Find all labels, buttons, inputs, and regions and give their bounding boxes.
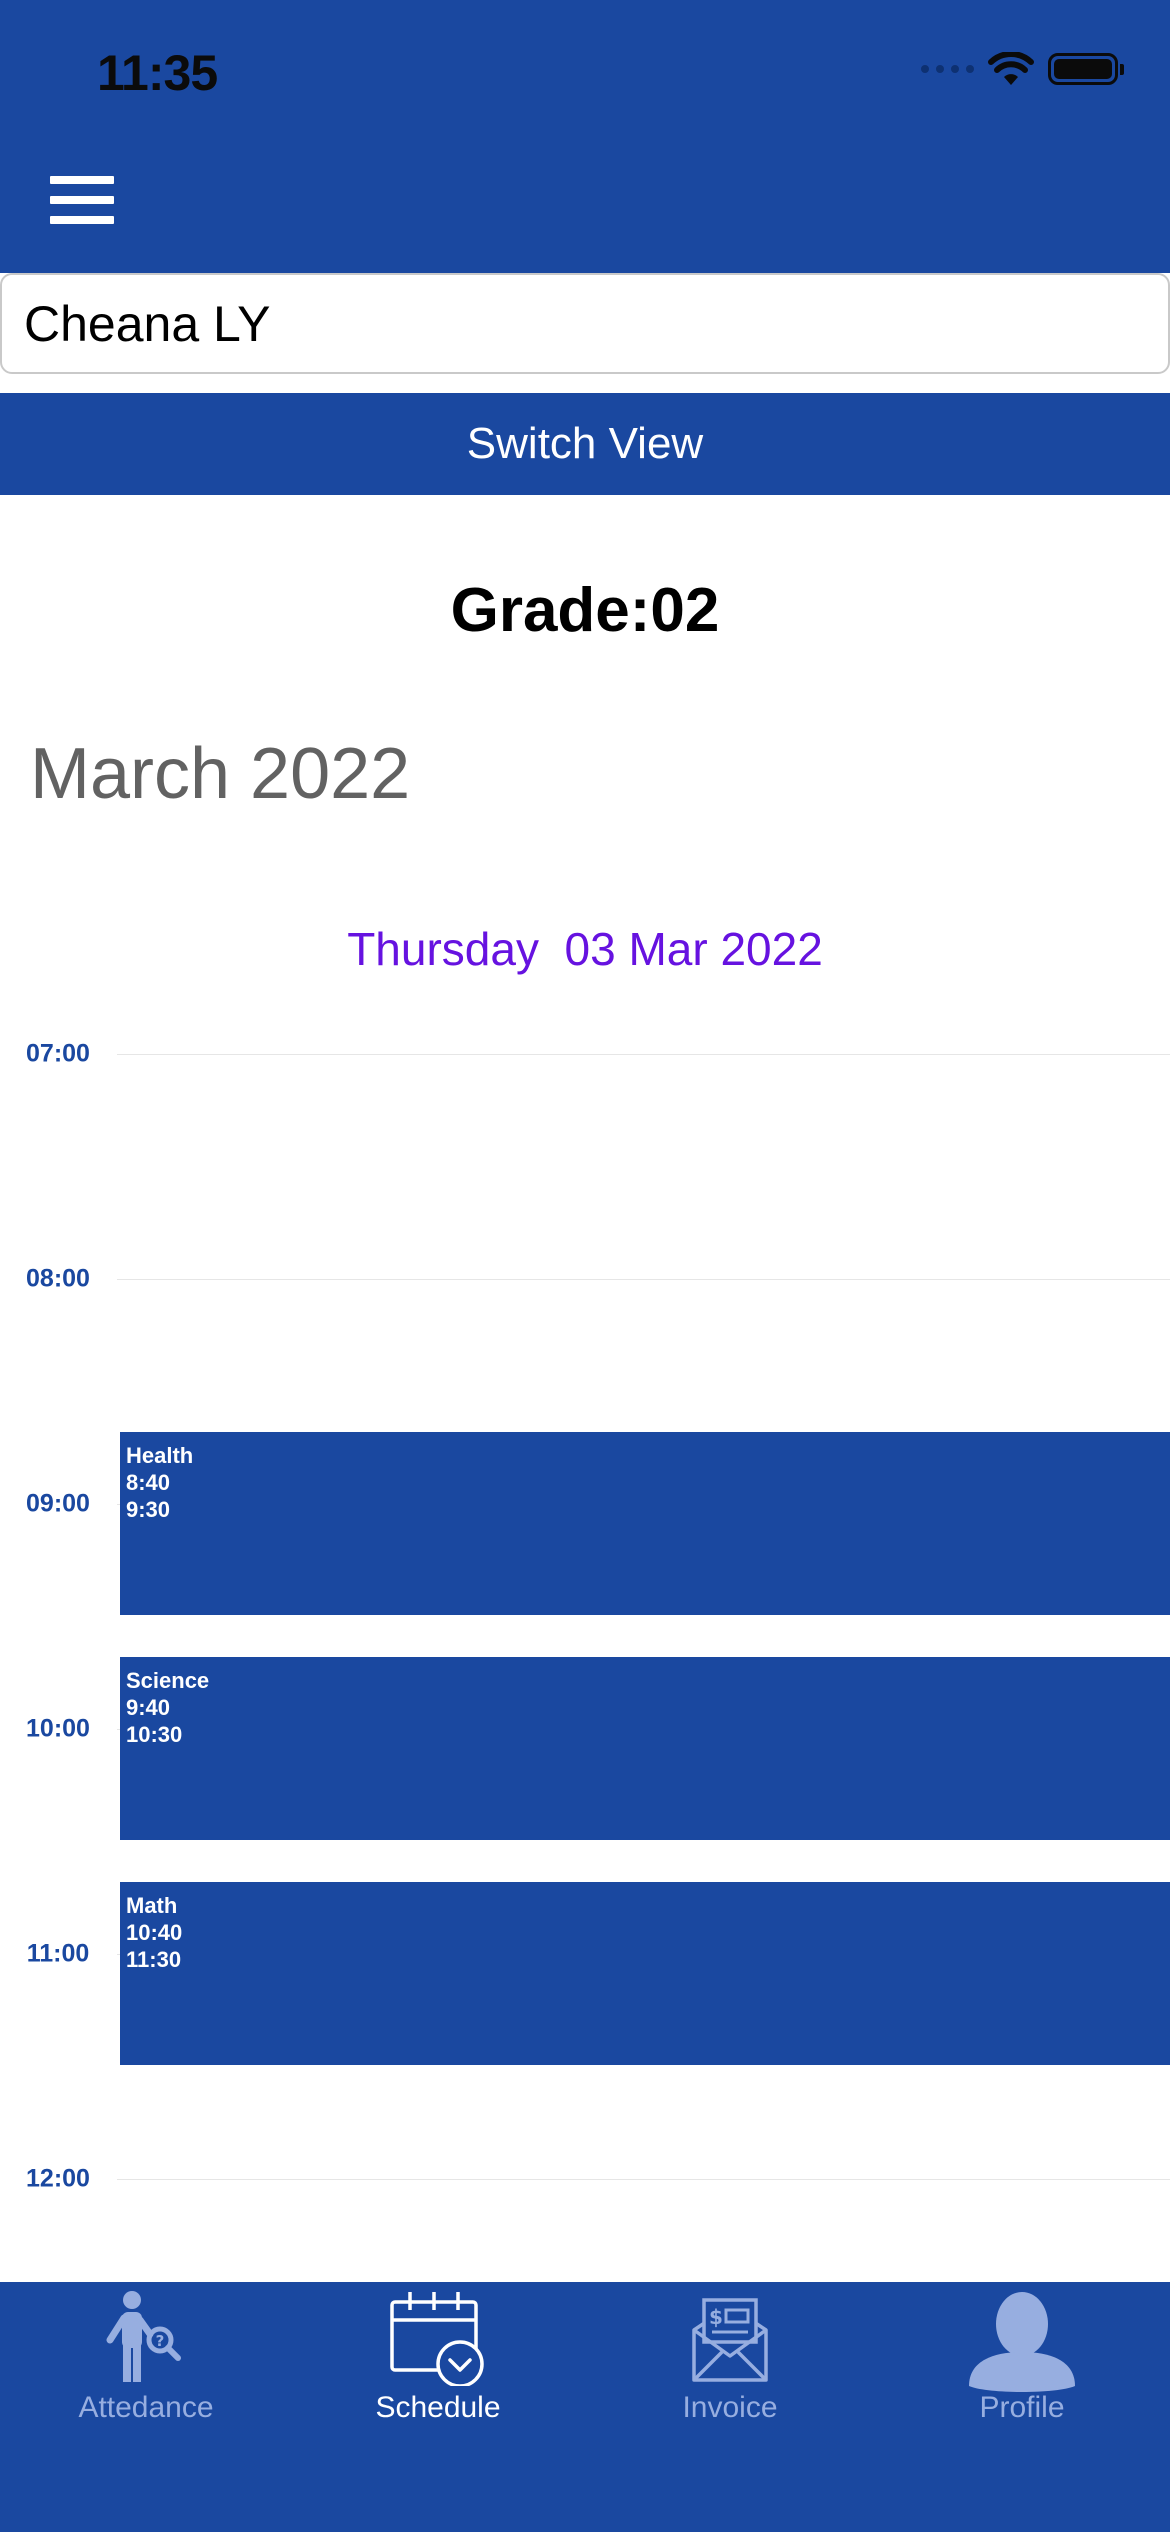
svg-text:?: ? [156, 2332, 165, 2350]
attendance-icon: ? [106, 2291, 181, 2382]
invoice-envelope-icon: $ [692, 2298, 768, 2382]
event-start: 10:40 [126, 1920, 183, 1945]
hour-line [117, 1279, 1170, 1280]
tab-profile[interactable]: Profile [876, 2282, 1168, 2432]
battery-icon [1048, 53, 1124, 85]
event-subject: Math [126, 1893, 178, 1918]
tab-label: Profile [979, 2391, 1065, 2424]
event-subject: Health [126, 1443, 194, 1468]
svg-text:$: $ [709, 2305, 723, 2329]
hour-label: 08:00 [26, 1264, 90, 1293]
day-timeline[interactable]: 07:00 08:00 09:00 10:00 11:00 12:00 Heal… [0, 1000, 1170, 2280]
event-end: 11:30 [126, 1947, 182, 1972]
event-start: 8:40 [126, 1470, 171, 1495]
tab-label: Attedance [78, 2391, 214, 2424]
calendar-clock-icon [390, 2292, 484, 2386]
hour-label: 12:00 [26, 2164, 90, 2193]
event-subject: Science [126, 1668, 210, 1693]
hour-label: 11:00 [26, 1939, 90, 1968]
event-end: 9:30 [126, 1497, 171, 1522]
event-start: 9:40 [126, 1695, 171, 1720]
student-selector[interactable]: Cheana LY [0, 273, 1170, 374]
app-header: 11:35 [0, 0, 1170, 273]
hour-label: 09:00 [26, 1489, 90, 1518]
status-time: 11:35 [97, 45, 218, 101]
hour-label: 07:00 [26, 1039, 90, 1068]
hamburger-menu-icon[interactable] [50, 176, 114, 224]
tab-invoice[interactable]: $ Invoice [584, 2282, 876, 2432]
bottom-tab-bar: ? Attedance Schedule $ Invoice [0, 2282, 1170, 2532]
wifi-icon [988, 52, 1034, 85]
hour-line [117, 2179, 1170, 2180]
schedule-event[interactable]: Math 10:40 11:30 [120, 1882, 1170, 2065]
grade-label: Grade:02 [450, 576, 720, 645]
person-silhouette-icon [969, 2292, 1075, 2392]
schedule-event[interactable]: Science 9:40 10:30 [120, 1657, 1170, 1840]
switch-view-button[interactable]: Switch View [0, 393, 1170, 495]
status-indicators [921, 52, 1124, 86]
tab-schedule[interactable]: Schedule [292, 2282, 584, 2432]
tab-label: Schedule [375, 2391, 501, 2424]
month-title: March 2022 [30, 734, 411, 814]
hour-label: 10:00 [26, 1714, 90, 1743]
day-title: Thursday 03 Mar 2022 [347, 923, 823, 975]
hour-line [117, 1054, 1170, 1055]
schedule-event[interactable]: Health 8:40 9:30 [120, 1432, 1170, 1615]
tab-label: Invoice [682, 2391, 778, 2424]
tab-attendance[interactable]: ? Attedance [0, 2282, 292, 2432]
cellular-signal-icon [921, 65, 974, 73]
event-end: 10:30 [126, 1722, 183, 1747]
